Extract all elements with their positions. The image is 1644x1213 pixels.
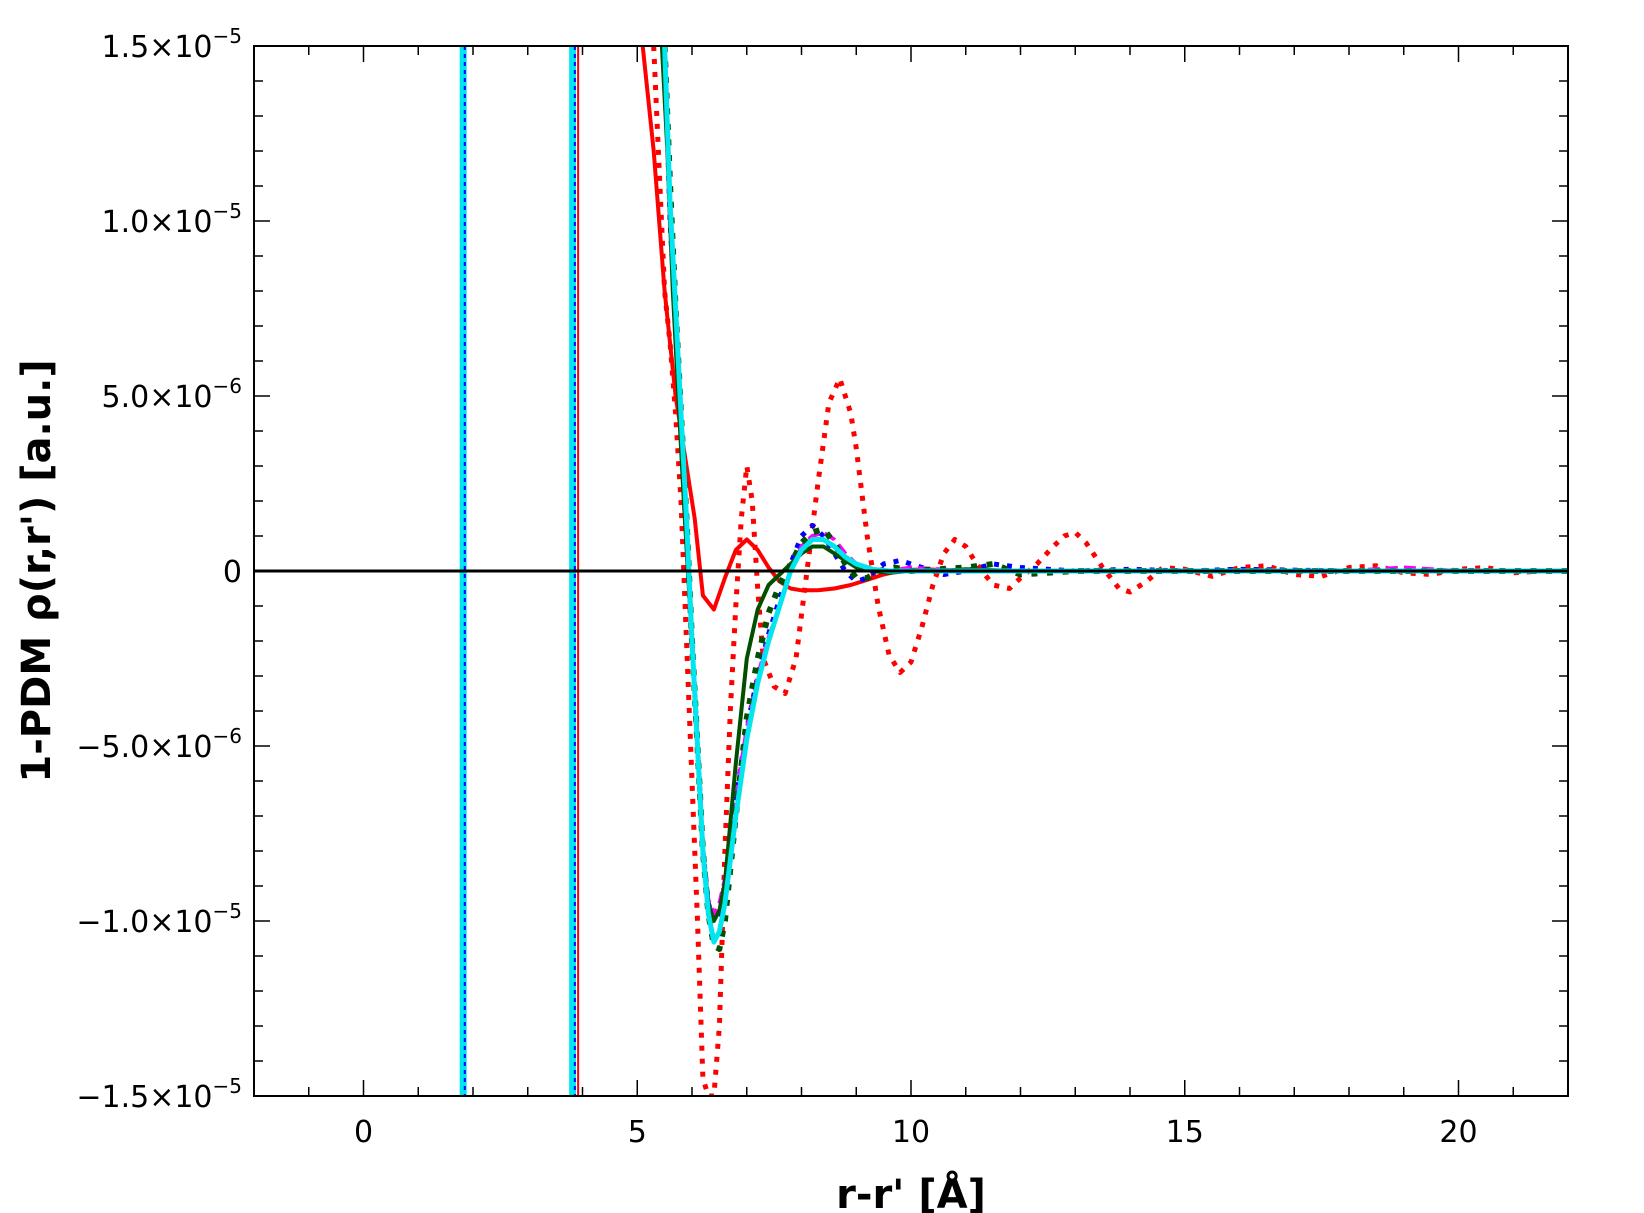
plot-frame (253, 45, 1569, 1097)
y-tick-label: 1.5×10−5 (101, 24, 242, 65)
y-tick-label: −5.0×10−6 (76, 724, 242, 765)
series-line (651, 46, 1568, 1096)
axis-ticks (253, 45, 1569, 1097)
x-tick-label: 10 (892, 1115, 930, 1150)
y-tick-label: 5.0×10−6 (101, 374, 242, 415)
y-tick-label: 0 (223, 555, 242, 590)
x-tick-label: 0 (354, 1115, 373, 1150)
x-tick-labels: 0 5 10 15 20 (354, 1115, 1478, 1150)
y-tick-label: −1.5×10−5 (76, 1074, 242, 1115)
x-tick-label: 15 (1166, 1115, 1204, 1150)
x-tick-label: 20 (1439, 1115, 1477, 1150)
x-tick-label: 5 (628, 1115, 647, 1150)
y-tick-label: −1.0×10−5 (76, 899, 242, 940)
y-tick-labels: 1.5×10−5 1.0×10−5 5.0×10−6 0 −5.0×10−6 −1.0×1… (76, 24, 242, 1115)
y-axis-title: 1-PDM ρ(r,r') [a.u.] (14, 359, 60, 782)
series-line (662, 46, 1568, 924)
x-axis-title: r-r' [Å] (836, 1169, 986, 1213)
y-tick-label: 1.0×10−5 (101, 199, 242, 240)
